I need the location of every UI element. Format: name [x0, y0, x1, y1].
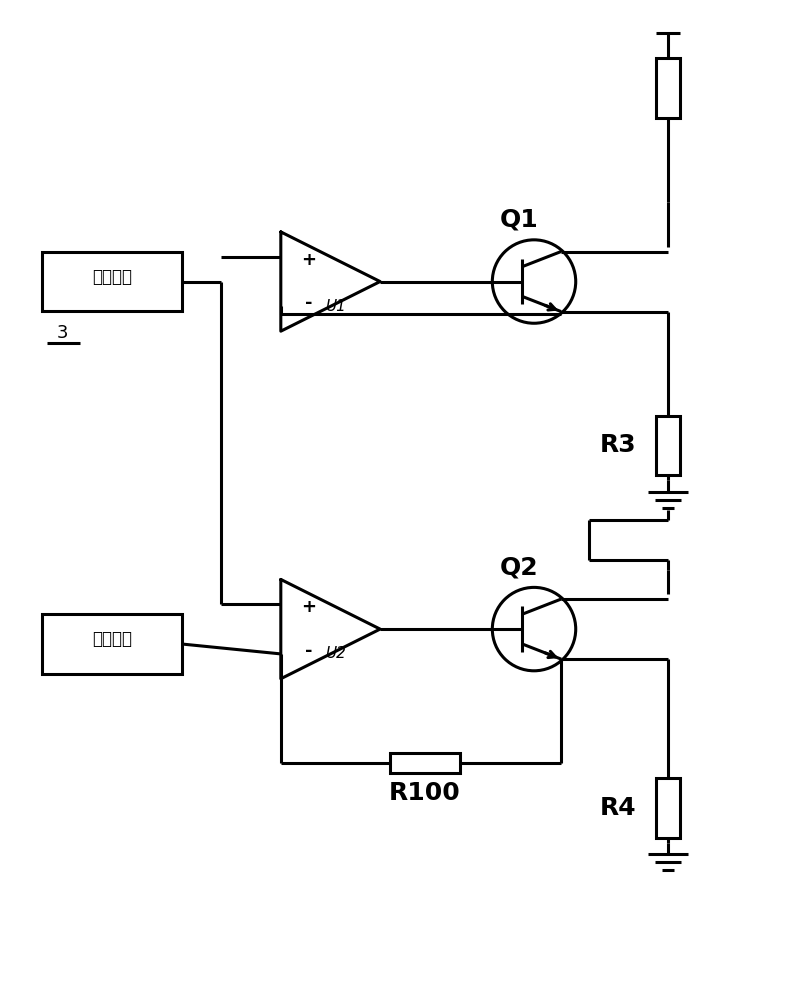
Bar	[43, 252, 181, 311]
Text: 3: 3	[56, 324, 68, 342]
Text: Q1: Q1	[500, 208, 539, 232]
Text: R100: R100	[389, 781, 461, 805]
Text: -: -	[305, 642, 312, 660]
Text: U1: U1	[325, 299, 346, 314]
Text: +: +	[301, 598, 316, 616]
Text: -: -	[305, 294, 312, 312]
Text: U2: U2	[325, 646, 346, 661]
Text: 峰値检测: 峰値检测	[92, 268, 132, 286]
Bar	[656, 778, 680, 838]
Bar	[390, 753, 459, 773]
Bar	[43, 614, 181, 674]
Text: +: +	[301, 251, 316, 269]
Text: 参考电压: 参考电压	[92, 630, 132, 648]
Text: R4: R4	[600, 796, 637, 820]
Text: Q2: Q2	[500, 556, 539, 580]
Bar	[656, 416, 680, 475]
Bar	[656, 58, 680, 118]
Text: R3: R3	[600, 433, 637, 457]
